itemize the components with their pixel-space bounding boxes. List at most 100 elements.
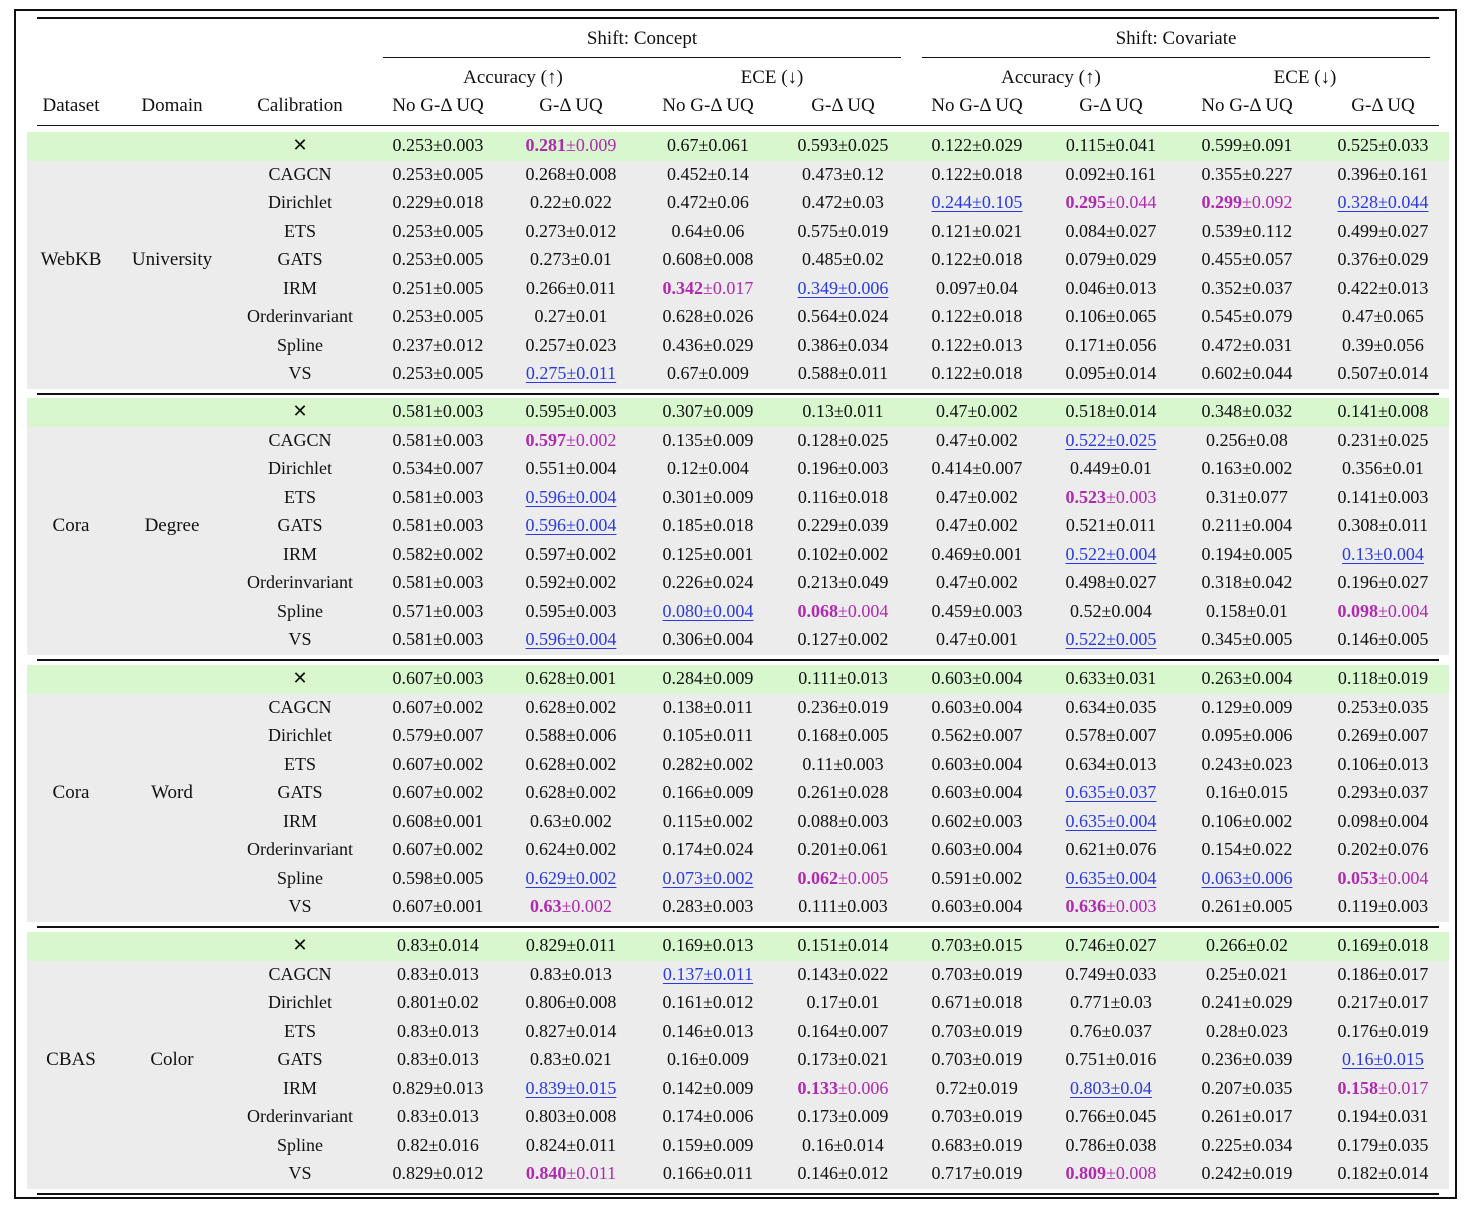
cell-mean: 0.824: [525, 1134, 567, 1155]
calibration-label: ETS: [283, 220, 316, 241]
cell-value: 0.046±0.013: [1066, 278, 1157, 298]
cell-std: ±0.005: [1242, 896, 1293, 916]
cell-value: 0.83±0.021: [530, 1049, 612, 1069]
cell-mean: 0.151: [797, 935, 839, 955]
cell-mean: 0.168: [797, 725, 839, 745]
table-cell: 0.596±0.004: [501, 629, 641, 650]
cell-value: 0.603±0.004: [932, 896, 1023, 916]
cell-mean: 0.349: [797, 277, 839, 298]
table-cell: 0.634±0.013: [1041, 754, 1181, 775]
cell-mean: 0.182: [1337, 1163, 1379, 1183]
cell-value: 0.138±0.011: [663, 697, 753, 717]
table-cell: 0.64±0.06: [638, 221, 778, 242]
cell-value: 0.436±0.029: [663, 335, 754, 355]
cell-mean: 0.242: [1201, 1163, 1243, 1183]
cell-value: 0.241±0.029: [1202, 992, 1293, 1012]
calibration-label: ETS: [283, 753, 316, 774]
cell-std: ±0.004: [1242, 668, 1293, 688]
cell-mean: 0.17: [806, 992, 839, 1012]
table-cell: 0.472±0.06: [638, 192, 778, 213]
cell-std: ±0.02: [842, 249, 884, 269]
cell-mean: 0.253: [392, 249, 434, 269]
cell-value: 0.106±0.002: [1202, 811, 1293, 831]
cell-std: ±0.014: [1378, 1163, 1429, 1183]
cell-mean: 0.786: [1065, 1134, 1107, 1155]
cell-mean: 0.073: [662, 867, 704, 888]
cell-std: ±0.003: [838, 458, 889, 478]
cell-std: ±0.022: [838, 963, 889, 984]
cell-value: 0.607±0.001: [393, 896, 484, 916]
cell-value: 0.628±0.001: [526, 668, 617, 688]
table-cell: 0.105±0.011: [638, 725, 778, 746]
cell-mean: 0.67: [667, 363, 699, 383]
cell-mean: 0.122: [931, 135, 973, 155]
cell-value: 0.196±0.003: [798, 458, 889, 478]
group-band: [27, 426, 1449, 655]
cell-value: 0.683±0.019: [932, 1135, 1023, 1155]
cell-mean: 0.16: [802, 1134, 834, 1155]
table-cell: 0.635±0.004: [1041, 811, 1181, 832]
cell-value: 0.121±0.021: [932, 221, 1023, 241]
cell-std: ±0.091: [1242, 135, 1293, 155]
table-cell: 0.283±0.003: [638, 896, 778, 917]
cell-value: 0.522±0.004: [1066, 544, 1157, 564]
table-cell: 0.635±0.037: [1041, 782, 1181, 803]
cell-mean: 0.196: [1337, 572, 1379, 592]
cell-mean: 0.237: [392, 334, 434, 355]
table-cell: 0.098±0.004: [1313, 811, 1453, 832]
cell-value: 0.182±0.014: [1338, 1163, 1429, 1183]
domain-label: Word: [151, 782, 193, 804]
cell-std: ±0.01: [838, 992, 880, 1012]
cell-mean: 0.840: [525, 1163, 567, 1183]
table-cell: 0.068±0.004: [773, 601, 913, 622]
cell-std: ±0.019: [972, 1134, 1023, 1155]
table-cell: 0.116±0.018: [773, 487, 913, 508]
cell-value: 0.080±0.004: [663, 601, 754, 621]
cell-std: ±0.011: [566, 1163, 617, 1183]
cell-std: ±0.14: [707, 163, 749, 184]
cell-std: ±0.003: [972, 810, 1023, 831]
cell-std: ±0.01: [1110, 458, 1152, 478]
cell-mean: 0.25: [1206, 963, 1238, 984]
cell-mean: 0.253: [392, 306, 434, 326]
calibration-label: VS: [288, 1163, 312, 1183]
cell-mean: 0.22: [530, 192, 562, 212]
cell-std: ±0.005: [433, 163, 484, 184]
domain-header: Domain: [141, 95, 203, 116]
table-cell: 0.809±0.008: [1041, 1163, 1181, 1184]
cell-std: ±0.004: [1101, 600, 1152, 621]
cell-mean: 0.138: [662, 696, 704, 717]
cell-std: ±0.008: [1106, 1163, 1157, 1183]
table-cell: 0.455±0.057: [1177, 249, 1317, 270]
cell-std: ±0.013: [1106, 753, 1157, 774]
cell-mean: 0.129: [1201, 696, 1243, 717]
cell-value: 0.211±0.004: [1202, 515, 1292, 535]
cell-mean: 0.173: [797, 1049, 839, 1069]
cell-mean: 0.597: [525, 543, 567, 564]
cell-value: 0.595±0.003: [526, 401, 617, 421]
cell-value: 0.636±0.003: [1066, 896, 1157, 916]
cell-value: 0.786±0.038: [1066, 1135, 1157, 1155]
cell-std: ±0.005: [433, 867, 484, 888]
cell-std: ±0.005: [838, 725, 889, 745]
table-cell: 0.603±0.004: [907, 839, 1047, 860]
cell-mean: 0.355: [1201, 163, 1243, 184]
cell-std: ±0.019: [1377, 668, 1429, 688]
calibration-label: CAGCN: [268, 696, 332, 717]
cell-value: 0.472±0.031: [1202, 335, 1293, 355]
cell-mean: 0.174: [662, 1106, 704, 1126]
cell-std: ±0.061: [698, 135, 749, 155]
cell-std: ±0.011: [703, 725, 754, 745]
cell-std: ±0.004: [1378, 600, 1429, 621]
cell-value: 0.207±0.035: [1202, 1078, 1293, 1098]
table-cell: 0.196±0.003: [773, 458, 913, 479]
cell-mean: 0.717: [931, 1163, 973, 1183]
cell-value: 0.575±0.019: [798, 221, 889, 241]
table-cell: 0.422±0.013: [1313, 278, 1453, 299]
table-cell: 0.472±0.031: [1177, 335, 1317, 356]
cell-value: 0.244±0.105: [932, 192, 1023, 212]
cell-std: ±0.034: [1242, 1134, 1293, 1155]
cell-value: 0.581±0.003: [393, 401, 484, 421]
cell-std: ±0.016: [1106, 1049, 1157, 1069]
